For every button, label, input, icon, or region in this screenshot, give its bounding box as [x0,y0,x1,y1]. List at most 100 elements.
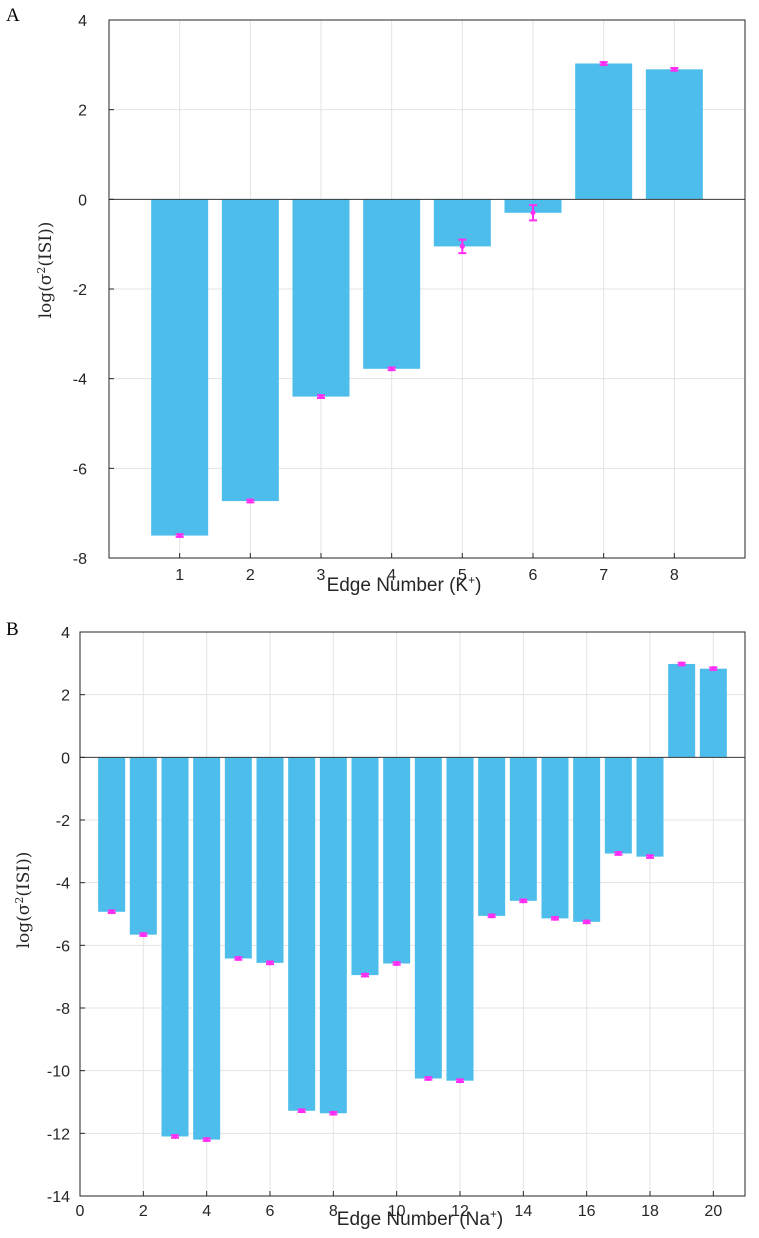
panel-b-y-tick-labels: -14 -12 -10 -8 -6 -4 -2 0 2 4 [47,625,85,1206]
panel-a-y-tick-label: 2 [78,103,87,120]
panel-a-x-tick-label: 4 [387,567,396,584]
panel-b-mean-marker-15 [552,915,558,921]
panel-b-mean-marker-14 [520,898,526,904]
panel-a-y-tick-label: -6 [73,461,87,478]
panel-b-bar-10 [383,757,411,964]
panel-a-y-tick-label: -4 [73,372,87,389]
panel-b-y-tick-label: -8 [56,1001,70,1018]
panel-a-x-axis-label: Edge Number (K+) [327,573,482,596]
panel-b-mean-marker-18 [647,854,653,860]
panel-a-y-axis-label: log(σ2(ISI)) [35,222,57,319]
panel-b-bar-13 [478,757,506,916]
panel-b-bar-2 [129,757,157,935]
panel-b-mean-marker-19 [679,661,685,667]
panel-b-y-tick-label: -12 [47,1126,70,1143]
panel-b-y-tick-label: -2 [56,813,70,830]
panel-b-mean-marker-2 [140,932,146,938]
panel-b-y-tick-label: 4 [61,625,70,642]
panel-b-mean-marker-17 [615,851,621,857]
panel-a-mean-marker-4 [389,366,395,372]
panel-b-x-tick-label: 0 [76,1203,85,1220]
panel-a-bar-4 [363,199,421,369]
panel-b-bar-16 [573,757,601,922]
panel-b-mean-marker-8 [330,1110,336,1116]
panel-b-mean-marker-7 [299,1108,305,1114]
panel-b-bar-20 [699,668,727,758]
panel-b-mean-marker-1 [109,909,115,915]
panel-b-x-tick-label: 14 [514,1203,532,1220]
panel-b-bar-4 [193,757,221,1140]
panel-b-x-tick-label: 8 [329,1203,338,1220]
panel-b-y-tick-label: -14 [47,1189,70,1206]
panel-a-x-tick-label: 1 [175,567,184,584]
panel-b-y-tick-label: 2 [61,688,70,705]
panel-a-mean-marker-6 [530,210,536,216]
panel-a-error-bars [175,60,679,539]
panel-b-x-tick-label: 20 [704,1203,722,1220]
panel-a-bar-8 [645,69,703,200]
panel-b-chart: B 0 2 4 6 8 10 12 14 16 18 20 -14 -12 -10 -8 -6 -4 -2 0 2 4… [6,619,746,1230]
panel-a-bar-3 [292,199,350,397]
panel-b-x-tick-label: 6 [266,1203,275,1220]
panel-b-bar-8 [319,757,347,1114]
panel-b-bar-19 [668,663,696,758]
panel-a-x-tick-label: 8 [670,567,679,584]
panel-b-bar-3 [161,757,189,1137]
panel-b-x-tick-label: 2 [139,1203,148,1220]
panel-a-mean-marker-1 [177,533,183,539]
panel-b-mean-marker-12 [457,1078,463,1084]
panel-b-bar-17 [604,757,632,854]
panel-b-x-axis-label: Edge Number (Na+) [337,1207,503,1230]
panel-a-x-tick-label: 3 [317,567,326,584]
panel-b-y-tick-label: -10 [47,1064,70,1081]
panel-a-y-tick-label: -2 [73,282,87,299]
panel-a-y-tick-label: 4 [78,13,87,30]
panel-b-mean-marker-13 [489,913,495,919]
panel-b-mean-marker-11 [425,1076,431,1081]
panel-a-mean-marker-7 [601,60,607,66]
panel-b-mean-marker-6 [267,960,273,966]
panel-a-y-tick-labels: -8 -6 -4 -2 0 2 4 [73,13,114,568]
panel-b-mean-marker-20 [710,666,716,672]
panel-b-bar-6 [256,757,284,963]
panel-a-bar-2 [221,199,279,502]
panel-a-y-tick-label: 0 [78,192,87,209]
panel-a-mean-marker-3 [318,394,324,400]
panel-a-y-tick-label: -8 [73,551,87,568]
panel-a-bar-5 [433,199,491,247]
panel-b-bar-5 [224,757,252,959]
panel-b-letter: B [6,619,19,640]
panel-b-x-tick-label: 10 [388,1203,406,1220]
panel-b-bar-18 [636,757,664,857]
panel-b-bar-12 [446,757,474,1081]
panel-b-error-bars [107,661,718,1143]
panel-b-mean-marker-16 [584,919,590,925]
panel-a-mean-marker-8 [671,66,677,72]
panel-b-bar-9 [351,757,379,976]
panel-a-letter: A [6,5,20,26]
panel-b-x-tick-label: 16 [578,1203,596,1220]
panel-a-bars [151,63,703,536]
panel-b-bar-7 [288,757,316,1111]
panel-a-mean-marker-2 [247,498,253,504]
panel-a-x-tick-label: 6 [529,567,538,584]
panel-a-mean-marker-5 [459,243,465,249]
panel-a-x-tick-labels: 1 2 3 4 5 6 7 8 [175,553,679,584]
panel-b-x-tick-labels: 0 2 4 6 8 10 12 14 16 18 20 [76,1191,722,1220]
panel-b-bar-15 [541,757,569,919]
panel-b-mean-marker-10 [394,961,400,967]
panel-b-mean-marker-4 [204,1137,210,1143]
panel-b-y-tick-label: -4 [56,876,70,893]
panel-b-mean-marker-9 [362,972,368,978]
panel-b-bar-14 [509,757,537,901]
panel-b-x-tick-label: 18 [641,1203,659,1220]
panel-b-bar-11 [414,757,442,1079]
panel-b-x-tick-label: 4 [202,1203,211,1220]
panel-b-mean-marker-3 [172,1133,178,1139]
panel-b-bars [98,663,727,1140]
panel-a-x-tick-label: 7 [599,567,608,584]
panel-b-mean-marker-5 [235,955,241,961]
panel-a-x-tick-label: 2 [246,567,255,584]
